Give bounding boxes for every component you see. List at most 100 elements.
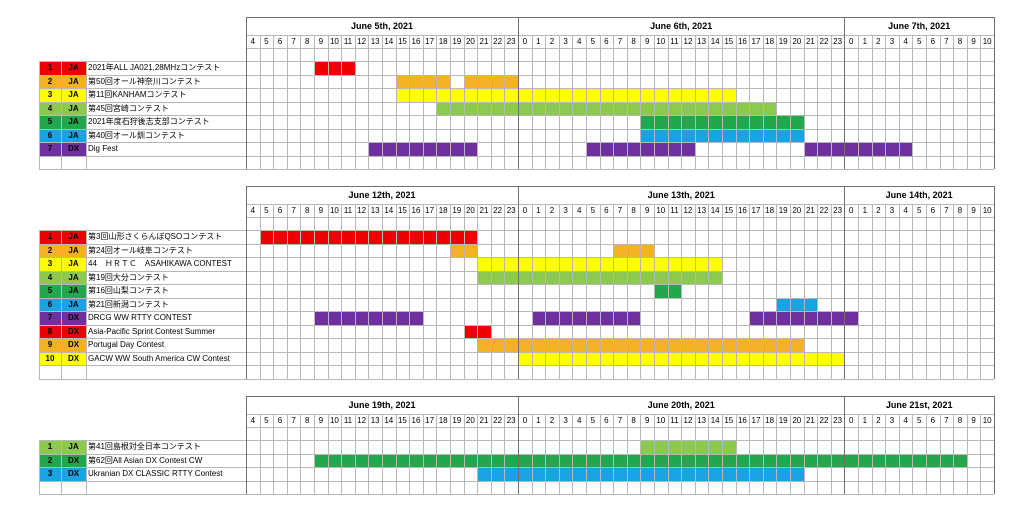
hour-label: 21 — [479, 206, 489, 215]
schedule-bar-cell — [626, 142, 641, 156]
contest-number: 1 — [39, 440, 61, 454]
schedule-bar-cell — [667, 101, 682, 116]
grid-line — [286, 414, 288, 494]
schedule-bar-cell — [477, 101, 492, 116]
grid-line — [858, 204, 859, 379]
schedule-bar-cell — [803, 453, 818, 468]
grid-line — [39, 440, 40, 494]
hour-label: 15 — [724, 206, 734, 215]
schedule-bar-cell — [572, 311, 587, 325]
hour-label: 8 — [304, 416, 310, 425]
contest-name: GACW WW South America CW Contest — [88, 353, 230, 363]
grid-line — [572, 35, 574, 169]
grid-line — [640, 204, 642, 379]
hour-label: 4 — [576, 206, 582, 215]
hour-label: 4 — [250, 37, 256, 46]
grid-line — [39, 61, 994, 62]
grid-line — [422, 204, 424, 379]
grid-line — [61, 440, 62, 494]
grid-line — [518, 186, 519, 379]
schedule-bar-cell — [640, 142, 655, 156]
hour-label: 14 — [710, 206, 720, 215]
contest-type: DX — [61, 324, 86, 338]
grid-line — [613, 35, 615, 169]
grid-line — [994, 17, 995, 169]
hour-label: 7 — [617, 37, 623, 46]
schedule-bar-cell — [504, 453, 519, 468]
schedule-bar-cell — [327, 311, 342, 325]
hour-label: 19 — [778, 206, 788, 215]
schedule-bar-cell — [654, 338, 669, 352]
schedule-bar-cell — [572, 101, 587, 116]
schedule-bar-cell — [830, 142, 845, 156]
grid-line — [613, 414, 615, 494]
schedule-bar-cell — [572, 270, 587, 285]
schedule-bar-cell — [409, 142, 424, 156]
contest-number: 5 — [39, 115, 61, 129]
schedule-bar-cell — [572, 453, 587, 468]
hour-label: 9 — [318, 206, 324, 215]
schedule-bar-cell — [776, 453, 791, 468]
hour-label: 15 — [724, 416, 734, 425]
contest-type: DX — [61, 467, 86, 481]
schedule-bar-cell — [667, 284, 682, 298]
hour-label: 1 — [862, 416, 868, 425]
schedule-bar-cell — [599, 257, 614, 271]
schedule-bar-cell — [776, 115, 791, 129]
date-header: June 13th, 2021 — [647, 190, 715, 200]
grid-line — [463, 204, 465, 379]
grid-line — [830, 204, 832, 379]
schedule-bar-cell — [722, 88, 737, 102]
schedule-bar-cell — [885, 142, 900, 156]
grid-line — [640, 35, 642, 169]
schedule-bar-cell — [762, 115, 777, 129]
hour-label: 17 — [751, 37, 761, 46]
schedule-bar-cell — [654, 257, 669, 271]
grid-line — [39, 297, 994, 299]
grid-line — [708, 35, 710, 169]
schedule-bar-cell — [667, 115, 682, 129]
grid-line — [640, 414, 642, 494]
schedule-bar-cell — [545, 338, 560, 352]
schedule-bar-cell — [735, 128, 750, 143]
grid-line — [518, 17, 519, 169]
hour-label: 6 — [277, 37, 283, 46]
schedule-bar-cell — [314, 230, 329, 244]
grid-line — [246, 186, 247, 379]
schedule-bar-cell — [382, 311, 397, 325]
schedule-bar-cell — [586, 351, 601, 366]
grid-line — [912, 414, 914, 494]
schedule-bar-cell — [762, 128, 777, 143]
schedule-bar-cell — [939, 453, 954, 468]
contest-number: 2 — [39, 74, 61, 88]
schedule-bar-cell — [776, 467, 791, 481]
schedule-bar-cell — [708, 115, 723, 129]
schedule-bar-cell — [477, 270, 492, 285]
grid-line — [885, 414, 887, 494]
grid-line — [558, 35, 560, 169]
schedule-bar-cell — [776, 311, 791, 325]
hour-label: 20 — [465, 416, 475, 425]
grid-line — [681, 35, 683, 169]
grid-line — [382, 204, 383, 379]
contest-type: JA — [61, 270, 86, 284]
schedule-bar-cell — [572, 257, 587, 271]
schedule-bar-cell — [817, 311, 832, 325]
hour-label: 13 — [697, 206, 707, 215]
schedule-bar-cell — [762, 351, 777, 366]
schedule-bar-cell — [871, 453, 886, 468]
grid-line — [586, 414, 587, 494]
hour-label: 21 — [479, 37, 489, 46]
hour-label: 21 — [479, 416, 489, 425]
hour-label: 19 — [452, 416, 462, 425]
schedule-bar-cell — [912, 453, 927, 468]
schedule-bar-cell — [681, 440, 696, 454]
schedule-bar-cell — [259, 230, 274, 244]
grid-line — [341, 414, 343, 494]
schedule-bar-cell — [477, 467, 492, 481]
grid-line — [39, 101, 994, 103]
hour-label: 23 — [506, 416, 516, 425]
schedule-bar-cell — [830, 311, 845, 325]
schedule-bar-cell — [708, 453, 723, 468]
hour-label: 0 — [848, 37, 854, 46]
